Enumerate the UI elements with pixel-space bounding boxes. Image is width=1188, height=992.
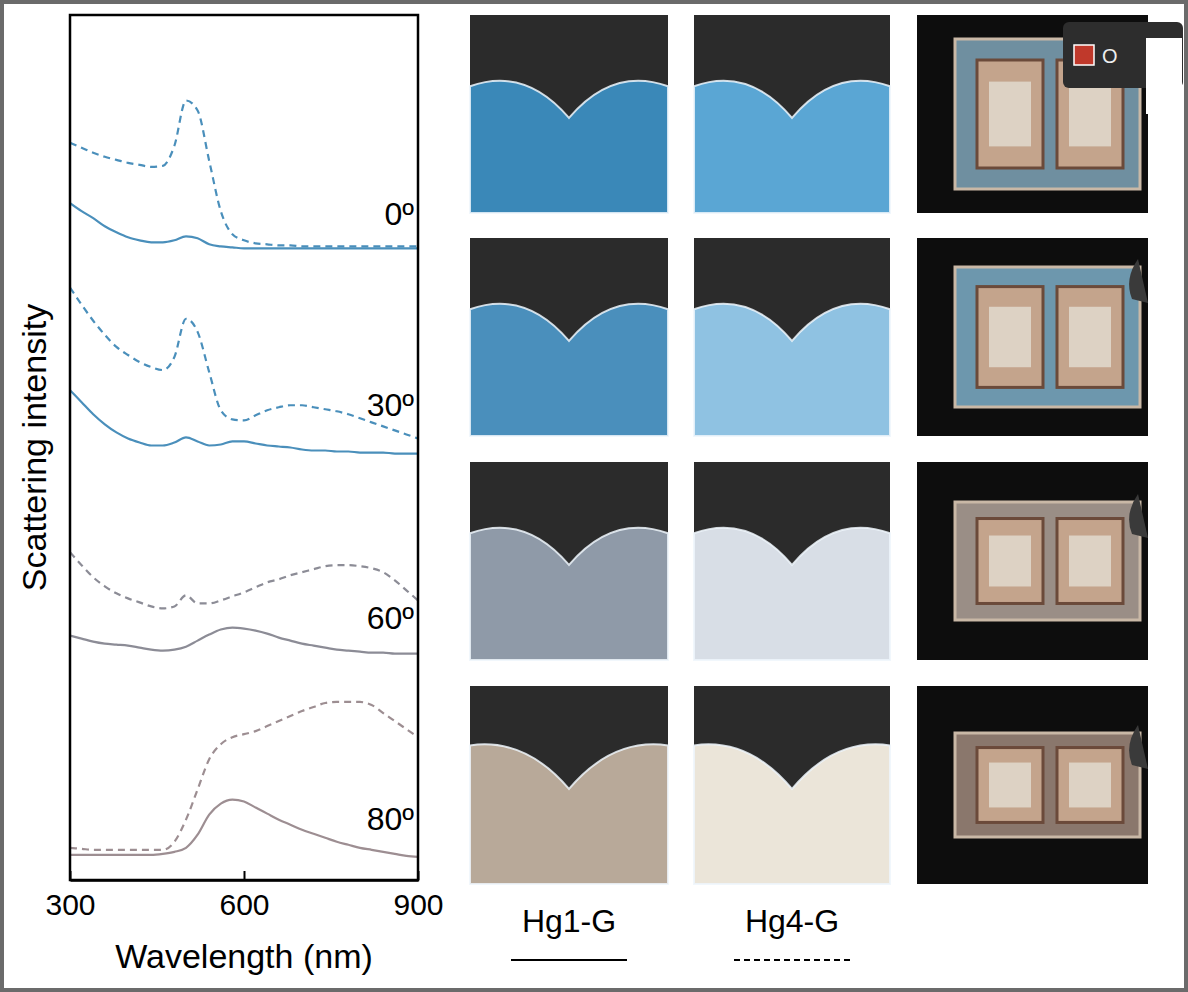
device-photo (917, 238, 1148, 436)
legend-entry: Hg1-G (511, 903, 627, 960)
sample-photo (470, 686, 668, 884)
y-axis-title: Scattering intensity (15, 304, 53, 591)
spectrum-line (70, 702, 418, 850)
photo-background (917, 15, 1148, 213)
sample-surface (694, 744, 890, 884)
x-axis: 300 600 900 (45, 871, 443, 921)
sample-photo (694, 238, 890, 436)
legend-label: Hg1-G (522, 903, 616, 939)
tick-label: 900 (393, 888, 443, 921)
panel-lines (70, 288, 418, 454)
gloved-hand (1129, 259, 1148, 303)
sample-photo (694, 686, 890, 884)
panel-lines (70, 552, 418, 654)
slide (955, 733, 1140, 837)
photo-background (470, 15, 668, 213)
overlay-text: O (1102, 45, 1118, 67)
sample-surface (470, 304, 668, 436)
panel-lines (70, 702, 418, 857)
spectrum-line (70, 100, 418, 246)
panel-lines (70, 100, 418, 248)
tick-mark (244, 871, 246, 880)
photo-background (470, 686, 668, 884)
figure: 0º 30º 60º 80º 300 600 900 Wavelength (nm) Scatt… (0, 0, 1188, 992)
chart: 0º 30º 60º 80º 300 600 900 Wavelength (nm) Scatt… (15, 15, 444, 975)
sample-surface (470, 744, 668, 884)
electrode (977, 519, 1043, 604)
tick-mark (70, 871, 72, 880)
tick: 900 (393, 871, 443, 921)
photo-background (694, 462, 890, 660)
plot-frame (70, 15, 418, 880)
electrode (1057, 748, 1123, 823)
electrode-window (989, 763, 1031, 808)
panel-0: 0º (70, 100, 418, 248)
panel-2: 60º (70, 552, 418, 654)
tick: 600 (219, 871, 269, 921)
legend-label: Hg4-G (745, 903, 839, 939)
panel-1: 30º (70, 288, 418, 454)
panel-3: 80º (70, 702, 418, 857)
sample-photo (694, 462, 890, 660)
electrode-window (1069, 763, 1111, 808)
spectrum-line (70, 288, 418, 439)
sample-surface (470, 528, 668, 660)
panel-annotation: 0º (385, 196, 415, 232)
gloved-hand (1129, 725, 1148, 769)
overlay-panel (1146, 38, 1182, 114)
tick-label: 600 (219, 888, 269, 921)
gloved-hand (1129, 494, 1148, 538)
tick: 300 (45, 871, 95, 921)
photo-background (694, 238, 890, 436)
sample-photo (470, 15, 668, 213)
device-photo (917, 15, 1148, 213)
device-photo (917, 462, 1148, 660)
panel-annotation: 60º (367, 600, 415, 636)
sample-photo (694, 15, 890, 213)
photo-background (694, 686, 890, 884)
electrode (977, 287, 1043, 388)
background (4, 4, 1184, 988)
sample-photo (470, 238, 668, 436)
electrode (1057, 287, 1123, 388)
spectrum-line (70, 800, 418, 857)
legend: Hg1-G Hg4-G (511, 903, 850, 960)
device-photo (917, 686, 1148, 884)
sample-surface (694, 528, 890, 660)
photo-background (917, 238, 1148, 436)
photo-background (470, 238, 668, 436)
sample-surface (694, 304, 890, 436)
photos (470, 15, 1148, 884)
panel-annotation: 80º (367, 801, 415, 837)
slide (955, 502, 1140, 620)
legend-entry: Hg4-G (734, 903, 850, 960)
photo-background (917, 462, 1148, 660)
electrode-window (1069, 536, 1111, 587)
slide (955, 39, 1140, 189)
legend-line (511, 959, 627, 961)
sample-surface (694, 81, 890, 213)
tick-mark (418, 871, 420, 880)
slide (955, 267, 1140, 407)
photo-background (694, 15, 890, 213)
pdf-icon (1074, 45, 1094, 65)
electrode (977, 60, 1043, 168)
electrode (1057, 519, 1123, 604)
photo-background (917, 686, 1148, 884)
electrode-window (1069, 82, 1111, 147)
legend-line (734, 959, 850, 961)
panel-annotation: 30º (367, 387, 415, 423)
x-axis-title: Wavelength (nm) (115, 937, 373, 975)
electrode-window (1069, 307, 1111, 367)
spectrum-line (70, 203, 418, 248)
electrode (977, 748, 1043, 823)
electrode-window (989, 536, 1031, 587)
viewer-overlay: O (1063, 22, 1183, 114)
electrode-window (989, 307, 1031, 367)
photo-background (470, 462, 668, 660)
sample-photo (470, 462, 668, 660)
tick-label: 300 (45, 888, 95, 921)
sample-surface (470, 81, 668, 213)
electrode-window (989, 82, 1031, 147)
